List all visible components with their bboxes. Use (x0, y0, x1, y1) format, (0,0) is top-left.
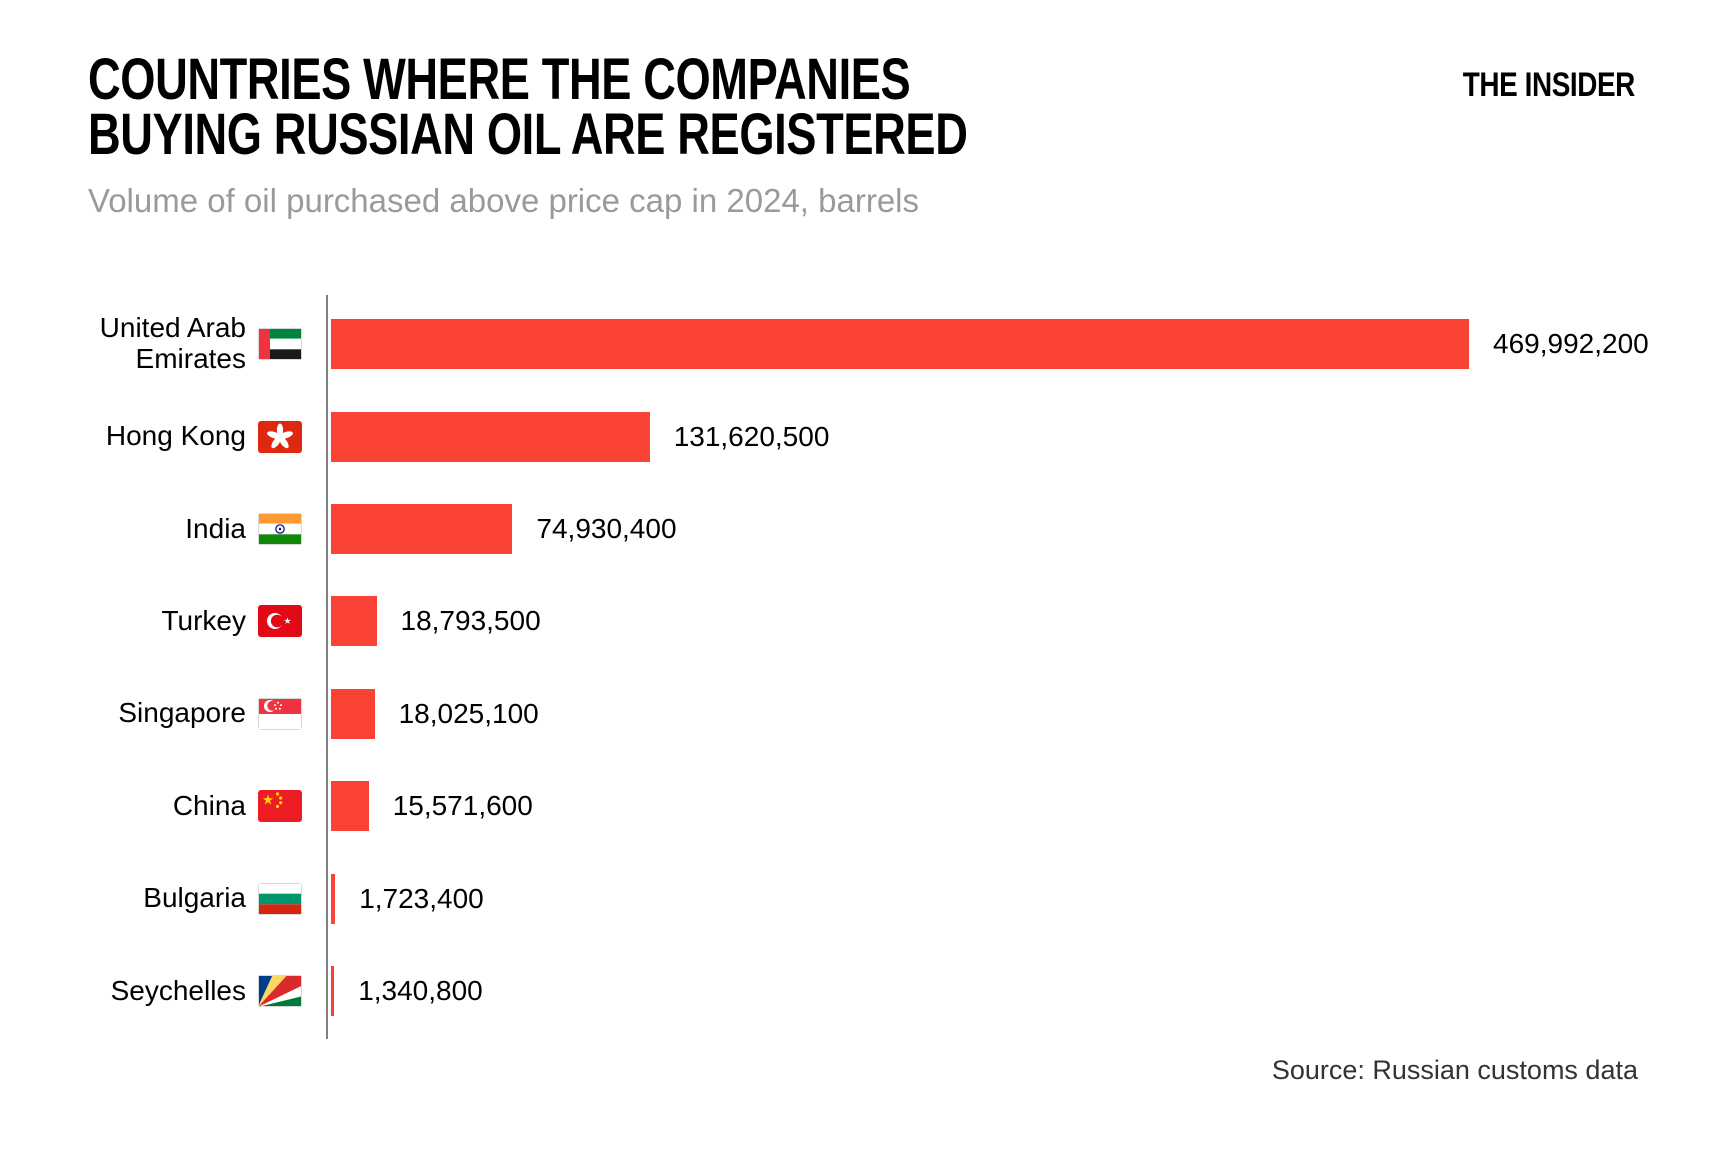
value-label: 18,793,500 (400, 605, 541, 637)
value-label: 15,571,600 (392, 790, 533, 822)
bar-cn (331, 781, 369, 832)
country-label: India (185, 512, 246, 544)
bar-cell: 15,571,600 (331, 781, 1668, 832)
category-label-cell: United Arab Emirates (88, 313, 328, 375)
country-label: Turkey (161, 604, 246, 636)
chart-row-tr: Turkey 18,793,500 (88, 575, 1668, 667)
chart-rows: United Arab Emirates 469,992,200 Hong Kong… (88, 298, 1668, 1037)
in-flag-icon (258, 512, 302, 545)
page-title: COUNTRIES WHERE THE COMPANIES BUYING RUS… (88, 47, 968, 168)
country-label: Bulgaria (143, 882, 246, 914)
category-label-cell: Bulgaria (88, 882, 328, 915)
bar-cell: 18,025,100 (331, 688, 1668, 739)
value-label: 1,723,400 (359, 882, 484, 914)
chart-row-in: India 74,930,400 (88, 483, 1668, 575)
chart-row-ae: United Arab Emirates 469,992,200 (88, 298, 1668, 390)
sc-flag-icon (258, 974, 302, 1007)
value-label: 469,992,200 (1493, 328, 1649, 360)
category-label-cell: Seychelles (88, 975, 328, 1007)
chart-row-sg: Singapore 18,025,100 (88, 668, 1668, 760)
bar-in (331, 503, 513, 554)
hk-flag-icon (258, 420, 302, 453)
bar-ae (331, 319, 1469, 370)
value-label: 74,930,400 (536, 512, 677, 544)
bar-cell: 131,620,500 (331, 411, 1668, 462)
country-label: Hong Kong (105, 420, 246, 452)
y-axis-line (326, 295, 328, 1039)
cn-flag-icon (258, 790, 302, 823)
category-label-cell: India (88, 513, 328, 545)
source-note: Source: Russian customs data (1271, 1055, 1638, 1085)
bar-hk (331, 411, 650, 462)
ae-flag-icon (258, 328, 302, 361)
category-label-cell: China (88, 789, 328, 823)
bar-tr (331, 596, 377, 647)
country-label: Seychelles (110, 974, 246, 1006)
tr-flag-icon (258, 605, 302, 638)
bar-sc (331, 965, 335, 1016)
value-label: 131,620,500 (673, 420, 830, 452)
bar-cell: 1,340,800 (331, 965, 1668, 1016)
country-label: Singapore (118, 697, 246, 729)
bar-cell: 18,793,500 (331, 596, 1668, 647)
category-label-cell: Hong Kong (88, 420, 328, 453)
value-label: 1,340,800 (358, 974, 483, 1006)
chart-row-cn: China 15,571,600 (88, 760, 1668, 852)
chart-row-hk: Hong Kong 131,620,500 (88, 390, 1668, 482)
bar-bg (331, 873, 336, 924)
chart-row-bg: Bulgaria 1,723,400 (88, 852, 1668, 944)
chart-subtitle: Volume of oil purchased above price cap … (88, 182, 920, 219)
country-label: United Arab Emirates (99, 312, 246, 375)
sg-flag-icon (258, 697, 302, 730)
category-label-cell: Turkey (88, 604, 328, 638)
bg-flag-icon (258, 882, 302, 915)
country-label: China (172, 789, 246, 821)
title-line-2: BUYING RUSSIAN OIL ARE REGISTERED (88, 102, 968, 168)
bar-cell: 1,723,400 (331, 873, 1668, 924)
bar-cell: 469,992,200 (331, 319, 1668, 370)
bar-cell: 74,930,400 (331, 503, 1668, 554)
bar-sg (331, 688, 375, 739)
category-label-cell: Singapore (88, 698, 328, 730)
title-line-1: COUNTRIES WHERE THE COMPANIES (88, 47, 911, 112)
chart-row-sc: Seychelles 1,340,800 (88, 945, 1668, 1037)
the-insider-logo: THE INSIDER (1462, 66, 1635, 104)
value-label: 18,025,100 (398, 697, 539, 729)
